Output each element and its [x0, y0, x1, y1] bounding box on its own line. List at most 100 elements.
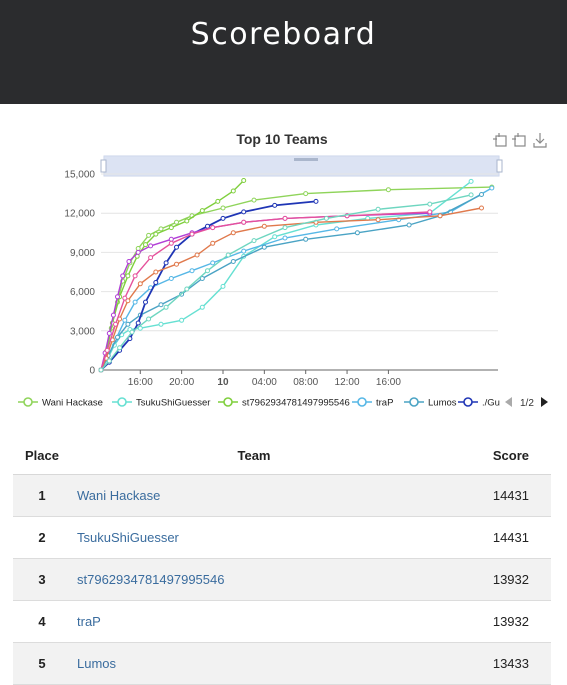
data-point[interactable] — [241, 178, 247, 183]
data-point[interactable] — [168, 276, 174, 281]
data-point[interactable] — [375, 206, 381, 212]
data-point[interactable] — [468, 178, 474, 184]
data-point[interactable] — [241, 209, 247, 215]
series-line[interactable] — [98, 178, 474, 373]
data-point[interactable] — [230, 230, 236, 236]
data-point[interactable] — [174, 219, 179, 225]
data-point[interactable] — [427, 201, 433, 207]
team-link[interactable]: Wani Hackase — [77, 488, 161, 503]
data-point[interactable] — [323, 215, 329, 221]
data-point[interactable] — [146, 316, 152, 322]
data-point[interactable] — [148, 243, 154, 249]
data-point[interactable] — [168, 240, 174, 246]
data-point[interactable] — [126, 259, 132, 264]
data-point[interactable] — [468, 192, 474, 198]
data-point[interactable] — [115, 334, 120, 340]
data-point[interactable] — [179, 317, 185, 323]
data-point[interactable] — [184, 218, 190, 224]
data-point[interactable] — [163, 260, 169, 266]
data-point[interactable] — [106, 358, 112, 364]
team-link[interactable]: st7962934781497995546 — [77, 572, 225, 587]
data-point[interactable] — [241, 248, 247, 254]
data-point[interactable] — [251, 197, 257, 203]
data-point[interactable] — [115, 294, 120, 300]
data-point[interactable] — [174, 261, 179, 267]
data-point[interactable] — [110, 312, 116, 318]
data-point[interactable] — [205, 268, 210, 274]
data-point[interactable] — [241, 219, 247, 225]
legend-item[interactable]: traP — [352, 397, 393, 409]
team-link[interactable]: TsukuShiGuesser — [77, 530, 179, 545]
data-point[interactable] — [113, 321, 118, 327]
data-point[interactable] — [153, 269, 159, 275]
download-icon[interactable] — [533, 133, 547, 148]
data-point[interactable] — [122, 295, 128, 301]
data-point[interactable] — [230, 188, 236, 194]
data-point[interactable] — [272, 202, 278, 208]
data-point[interactable] — [489, 185, 495, 191]
data-point[interactable] — [303, 191, 309, 197]
data-point[interactable] — [120, 273, 126, 279]
data-point[interactable] — [230, 259, 236, 264]
data-point[interactable] — [104, 347, 110, 353]
data-point[interactable] — [125, 298, 131, 304]
data-point[interactable] — [148, 255, 154, 261]
data-point[interactable] — [189, 268, 195, 274]
legend-item[interactable]: Lumos — [404, 397, 457, 409]
data-point[interactable] — [199, 276, 205, 281]
data-point[interactable] — [282, 235, 288, 241]
series-line[interactable] — [98, 198, 319, 373]
data-point[interactable] — [220, 215, 226, 221]
data-point[interactable] — [143, 299, 148, 305]
data-zoom-slider[interactable] — [100, 155, 503, 177]
legend-pager[interactable]: 1/2 — [505, 397, 548, 409]
team-link[interactable]: Lumos — [77, 656, 117, 671]
data-point[interactable] — [158, 302, 164, 308]
data-point[interactable] — [261, 223, 267, 229]
team-link[interactable]: traP — [77, 614, 101, 629]
series-line[interactable] — [98, 192, 474, 373]
data-point[interactable] — [158, 226, 164, 232]
data-point[interactable] — [479, 205, 484, 211]
data-point[interactable] — [437, 213, 443, 219]
data-point[interactable] — [406, 222, 412, 228]
data-point[interactable] — [210, 225, 216, 231]
data-point[interactable] — [220, 283, 226, 289]
data-point[interactable] — [334, 226, 340, 232]
data-point[interactable] — [282, 215, 288, 221]
data-point[interactable] — [125, 321, 131, 327]
data-point[interactable] — [174, 244, 179, 250]
data-point[interactable] — [127, 336, 133, 342]
data-point[interactable] — [354, 230, 360, 236]
legend-item[interactable]: Wani Hackase — [18, 397, 103, 409]
slider-handle-right[interactable] — [496, 159, 503, 173]
data-point[interactable] — [199, 208, 205, 214]
data-point[interactable] — [135, 249, 141, 255]
data-point[interactable] — [117, 345, 123, 351]
data-point[interactable] — [385, 187, 391, 193]
zoom-icon[interactable] — [493, 133, 507, 147]
slider-grip[interactable] — [294, 158, 318, 161]
data-point[interactable] — [132, 299, 138, 305]
data-point[interactable] — [163, 304, 169, 310]
legend-item[interactable]: TsukuShiGuesser — [112, 397, 210, 409]
data-point[interactable] — [143, 242, 148, 248]
data-point[interactable] — [220, 205, 226, 211]
data-point[interactable] — [153, 231, 159, 237]
data-point[interactable] — [272, 234, 278, 240]
data-point[interactable] — [210, 240, 216, 246]
data-point[interactable] — [194, 252, 200, 258]
data-point[interactable] — [313, 198, 319, 204]
data-point[interactable] — [153, 280, 159, 285]
data-point[interactable] — [146, 232, 152, 238]
data-point[interactable] — [184, 286, 190, 292]
data-point[interactable] — [135, 320, 141, 326]
legend-next-icon[interactable] — [541, 397, 548, 407]
data-point[interactable] — [158, 321, 164, 327]
data-point[interactable] — [225, 252, 231, 258]
data-point[interactable] — [98, 367, 104, 373]
data-point[interactable] — [427, 209, 433, 215]
legend-prev-icon[interactable] — [505, 397, 512, 407]
legend-item[interactable]: st7962934781497995546 — [218, 397, 350, 409]
slider-handle-left[interactable] — [100, 159, 107, 173]
